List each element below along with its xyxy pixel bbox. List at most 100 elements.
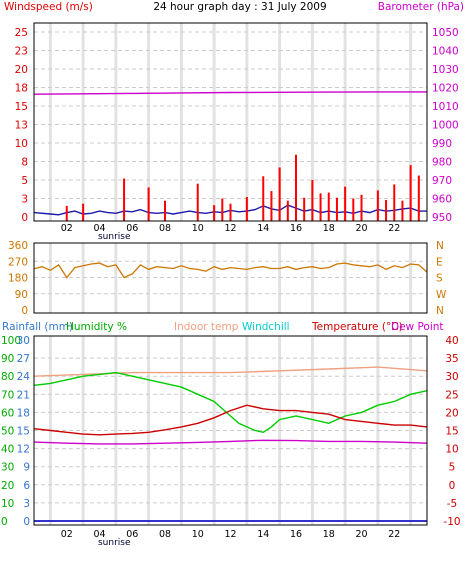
x-tick-label: 02 <box>61 223 73 234</box>
rain-tick-label: 15 <box>17 426 30 438</box>
windspeed-tick-label: 25 <box>15 27 28 39</box>
x-tick-label: 22 <box>388 529 400 540</box>
gust-bar <box>213 205 216 221</box>
windspeed-tick-label: 23 <box>15 46 28 58</box>
gust-bar <box>245 197 248 221</box>
compass-label: S <box>436 273 443 285</box>
temperature-tick-label: 30 <box>445 371 458 383</box>
legend-label: Windchill <box>242 321 290 333</box>
humidity-tick-label: 50 <box>1 426 14 438</box>
x-tick-label: 16 <box>290 223 302 234</box>
gust-bar <box>196 183 199 221</box>
temperature-tick-label: 0 <box>449 480 456 492</box>
windspeed-axis-label: Windspeed (m/s) <box>4 1 93 13</box>
gust-bar <box>319 193 322 221</box>
x-tick-label: 20 <box>355 529 367 540</box>
barometer-tick-label: 980 <box>432 157 452 169</box>
barometer-tick-label: 1050 <box>432 27 459 39</box>
gust-bar <box>262 176 265 221</box>
compass-label: E <box>436 256 443 268</box>
sunrise-label: sunrise <box>98 538 131 548</box>
x-tick-label: 14 <box>257 223 269 234</box>
x-tick-label: 18 <box>323 223 335 234</box>
humidity-tick-label: 20 <box>1 480 14 492</box>
legend-label: Dew Point <box>391 321 444 333</box>
rain-tick-label: 0 <box>23 516 30 528</box>
humidity-tick-label: 100 <box>1 335 21 347</box>
gust-bar <box>311 180 314 221</box>
windspeed-tick-label: 5 <box>21 175 28 187</box>
temperature-tick-label: 15 <box>445 426 458 438</box>
humidity-tick-label: 60 <box>1 407 14 419</box>
plot-frame-1 <box>33 22 428 222</box>
windspeed-tick-label: 8 <box>21 157 28 169</box>
direction-tick-label: 270 <box>8 256 28 268</box>
temperature-tick-label: 20 <box>445 407 458 419</box>
direction-tick-label: 180 <box>8 273 28 285</box>
windspeed-tick-label: 0 <box>21 212 28 224</box>
humidity-tick-label: 90 <box>1 353 14 365</box>
humidity-tick-label: 30 <box>1 462 14 474</box>
gust-bar <box>229 203 232 221</box>
rain-tick-label: 24 <box>17 371 31 383</box>
x-tick-label: 14 <box>257 529 269 540</box>
barometer-tick-label: 1000 <box>432 120 459 132</box>
rain-tick-label: 18 <box>17 407 30 419</box>
x-tick-label: 22 <box>388 223 400 234</box>
humidity-tick-label: 80 <box>1 371 14 383</box>
gust-bar <box>417 175 420 221</box>
windspeed-tick-label: 15 <box>15 101 28 113</box>
x-tick-label: 04 <box>93 529 105 540</box>
gust-bar <box>147 187 150 221</box>
gust-bar <box>286 200 289 221</box>
rain-tick-label: 6 <box>23 480 30 492</box>
temperature-tick-label: -10 <box>443 516 460 528</box>
wind-direction-line <box>33 262 428 279</box>
windspeed-tick-label: 13 <box>15 120 28 132</box>
x-tick-label: 08 <box>159 223 171 234</box>
temperature-tick-label: 40 <box>445 335 458 347</box>
rain-tick-label: 3 <box>23 498 30 510</box>
gust-bar <box>335 197 338 221</box>
barometer-tick-label: 1010 <box>432 101 459 113</box>
humidity-tick-label: 10 <box>1 498 14 510</box>
plot-frame-3 <box>33 335 428 526</box>
temperature-tick-label: 25 <box>445 389 458 401</box>
gust-bar <box>352 198 355 221</box>
gust-bar <box>401 200 404 221</box>
plot-area-1 <box>34 23 427 221</box>
barometer-tick-label: 1030 <box>432 64 459 76</box>
compass-label: N <box>436 305 444 317</box>
x-tick-label: 10 <box>192 223 204 234</box>
windspeed-tick-label: 10 <box>15 138 28 150</box>
barometer-tick-label: 960 <box>432 194 452 206</box>
windspeed-tick-label: 18 <box>15 83 28 95</box>
x-tick-label: 16 <box>290 529 302 540</box>
plot-frame-2 <box>33 242 428 314</box>
gust-bar <box>123 178 126 221</box>
rain-tick-label: 30 <box>17 335 30 347</box>
temperature-line <box>33 404 428 436</box>
gust-bar <box>409 165 412 221</box>
legend-label: Humidity % <box>66 321 127 333</box>
humidity-tick-label: 70 <box>1 389 14 401</box>
barometer-line <box>33 91 427 95</box>
rain-tick-label: 27 <box>17 353 30 365</box>
barometer-tick-label: 970 <box>432 175 452 187</box>
humidity-tick-label: 0 <box>1 516 8 528</box>
windspeed-tick-label: 3 <box>21 194 28 206</box>
barometer-tick-label: 950 <box>432 212 452 224</box>
temperature-tick-label: -5 <box>447 498 457 510</box>
barometer-tick-label: 990 <box>432 138 452 150</box>
rain-tick-label: 9 <box>23 462 30 474</box>
dew-point-line <box>33 439 428 445</box>
gust-bar <box>221 198 224 221</box>
humidity-line <box>33 371 428 434</box>
x-tick-label: 04 <box>93 223 105 234</box>
rain-tick-label: 21 <box>17 389 30 401</box>
gust-bar <box>376 190 379 221</box>
humidity-tick-label: 40 <box>1 444 14 456</box>
gust-bar <box>295 154 297 221</box>
barometer-axis-label: Barometer (hPa) <box>378 1 464 13</box>
